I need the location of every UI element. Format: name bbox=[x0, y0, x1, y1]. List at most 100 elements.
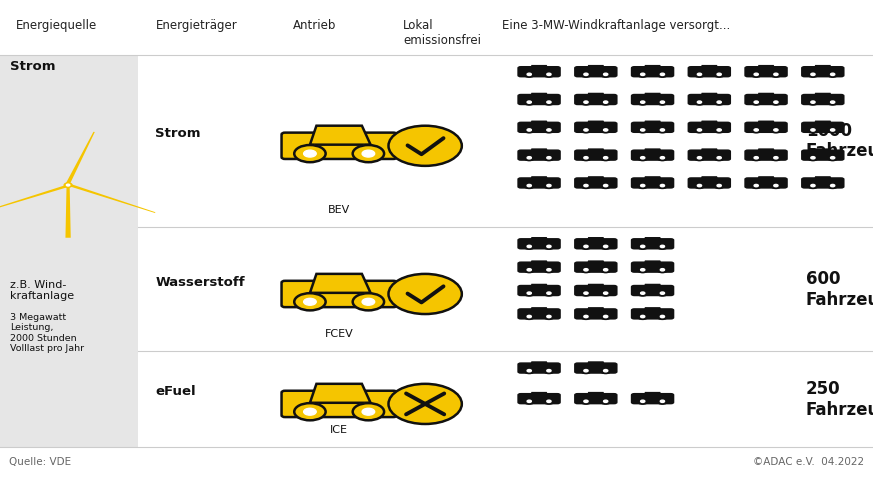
Circle shape bbox=[751, 99, 761, 105]
Circle shape bbox=[584, 73, 588, 76]
Circle shape bbox=[544, 155, 554, 161]
Circle shape bbox=[657, 290, 668, 296]
Circle shape bbox=[660, 315, 664, 318]
FancyBboxPatch shape bbox=[574, 261, 617, 273]
Circle shape bbox=[694, 71, 705, 77]
Polygon shape bbox=[643, 120, 663, 127]
Polygon shape bbox=[643, 93, 663, 99]
Circle shape bbox=[603, 369, 608, 372]
Circle shape bbox=[601, 183, 611, 188]
Polygon shape bbox=[813, 148, 834, 155]
Circle shape bbox=[637, 71, 648, 77]
FancyBboxPatch shape bbox=[574, 393, 617, 404]
Circle shape bbox=[524, 368, 534, 374]
Polygon shape bbox=[529, 361, 550, 368]
Circle shape bbox=[524, 290, 534, 296]
Text: Antrieb: Antrieb bbox=[292, 19, 336, 32]
Circle shape bbox=[544, 127, 554, 133]
Circle shape bbox=[581, 290, 591, 296]
Polygon shape bbox=[813, 65, 834, 71]
Polygon shape bbox=[586, 237, 607, 243]
Circle shape bbox=[660, 157, 664, 159]
Circle shape bbox=[581, 398, 591, 404]
Circle shape bbox=[830, 129, 835, 131]
Polygon shape bbox=[586, 261, 607, 267]
Circle shape bbox=[527, 400, 532, 402]
Circle shape bbox=[544, 314, 554, 319]
Circle shape bbox=[304, 298, 316, 305]
Circle shape bbox=[546, 245, 551, 248]
Bar bbox=[0, 55, 138, 447]
Circle shape bbox=[828, 71, 838, 77]
Circle shape bbox=[694, 183, 705, 188]
Circle shape bbox=[773, 101, 778, 103]
Text: Eine 3-MW-Windkraftanlage versorgt...: Eine 3-MW-Windkraftanlage versorgt... bbox=[502, 19, 730, 32]
FancyBboxPatch shape bbox=[745, 150, 787, 161]
FancyBboxPatch shape bbox=[801, 150, 844, 161]
Circle shape bbox=[828, 127, 838, 133]
Circle shape bbox=[546, 315, 551, 318]
Text: Strom: Strom bbox=[155, 127, 201, 141]
FancyBboxPatch shape bbox=[574, 121, 617, 133]
Circle shape bbox=[603, 400, 608, 402]
FancyBboxPatch shape bbox=[745, 66, 787, 77]
Text: z.B. Wind-
kraftanlage: z.B. Wind- kraftanlage bbox=[10, 280, 74, 301]
Polygon shape bbox=[756, 65, 777, 71]
Circle shape bbox=[751, 183, 761, 188]
Circle shape bbox=[362, 150, 375, 157]
FancyBboxPatch shape bbox=[574, 362, 617, 374]
Circle shape bbox=[294, 145, 326, 162]
Circle shape bbox=[641, 400, 645, 402]
FancyBboxPatch shape bbox=[631, 177, 674, 189]
Text: FCEV: FCEV bbox=[325, 329, 354, 339]
Circle shape bbox=[698, 129, 702, 131]
Circle shape bbox=[524, 99, 534, 105]
FancyBboxPatch shape bbox=[688, 66, 731, 77]
Circle shape bbox=[581, 314, 591, 319]
Circle shape bbox=[637, 183, 648, 188]
Circle shape bbox=[527, 129, 532, 131]
Circle shape bbox=[637, 155, 648, 161]
Circle shape bbox=[714, 183, 725, 188]
Polygon shape bbox=[586, 120, 607, 127]
Text: ©ADAC e.V.  04.2022: ©ADAC e.V. 04.2022 bbox=[753, 457, 864, 467]
Circle shape bbox=[584, 185, 588, 187]
Polygon shape bbox=[813, 93, 834, 99]
Circle shape bbox=[830, 185, 835, 187]
Circle shape bbox=[660, 245, 664, 248]
Circle shape bbox=[657, 398, 668, 404]
Circle shape bbox=[603, 129, 608, 131]
Circle shape bbox=[584, 129, 588, 131]
Circle shape bbox=[304, 408, 316, 415]
Circle shape bbox=[657, 314, 668, 319]
FancyBboxPatch shape bbox=[518, 362, 560, 374]
Circle shape bbox=[641, 245, 645, 248]
Circle shape bbox=[811, 101, 815, 103]
Circle shape bbox=[637, 398, 648, 404]
Polygon shape bbox=[586, 284, 607, 290]
Circle shape bbox=[527, 245, 532, 248]
Circle shape bbox=[584, 400, 588, 402]
Circle shape bbox=[584, 369, 588, 372]
Circle shape bbox=[601, 243, 611, 250]
Circle shape bbox=[698, 73, 702, 76]
FancyBboxPatch shape bbox=[518, 177, 560, 189]
Circle shape bbox=[660, 269, 664, 271]
Circle shape bbox=[637, 243, 648, 250]
FancyBboxPatch shape bbox=[281, 132, 396, 159]
FancyBboxPatch shape bbox=[801, 121, 844, 133]
Circle shape bbox=[641, 157, 645, 159]
Circle shape bbox=[714, 99, 725, 105]
Text: 600
Fahrzeuge: 600 Fahrzeuge bbox=[806, 270, 873, 309]
Circle shape bbox=[524, 71, 534, 77]
Circle shape bbox=[524, 398, 534, 404]
Circle shape bbox=[544, 267, 554, 272]
Circle shape bbox=[773, 157, 778, 159]
Circle shape bbox=[601, 99, 611, 105]
Circle shape bbox=[524, 314, 534, 319]
FancyBboxPatch shape bbox=[801, 177, 844, 189]
FancyBboxPatch shape bbox=[518, 308, 560, 320]
Circle shape bbox=[751, 127, 761, 133]
Circle shape bbox=[771, 155, 781, 161]
Circle shape bbox=[581, 71, 591, 77]
